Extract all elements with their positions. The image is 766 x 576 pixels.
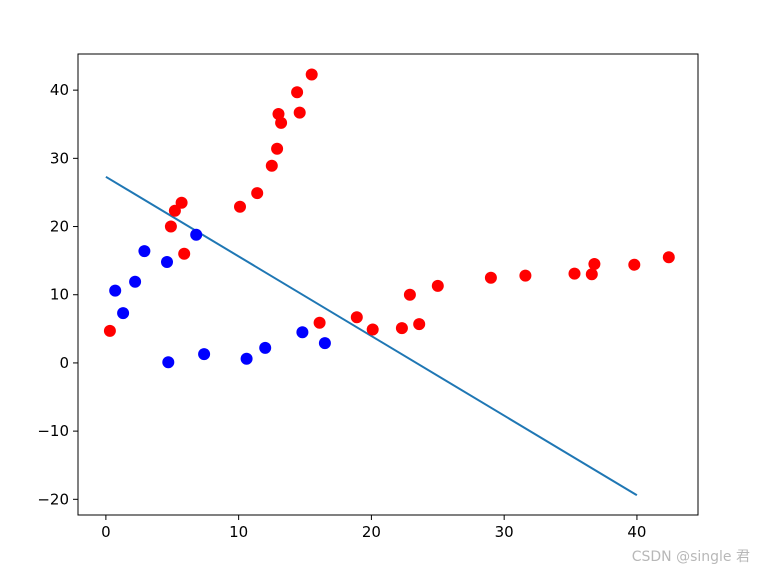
y-tick-label: 20: [50, 218, 69, 236]
y-tick-label: −20: [37, 490, 69, 508]
scatter-point-series0-19: [413, 318, 426, 331]
x-tick-label: 0: [101, 523, 111, 541]
scatter-point-series1-11: [318, 337, 331, 350]
scatter-point-series0-22: [519, 269, 532, 282]
scatter-point-series1-1: [117, 307, 130, 320]
scatter-point-series0-27: [662, 251, 675, 264]
x-tick-label: 40: [627, 523, 646, 541]
scatter-point-series0-4: [178, 247, 191, 260]
scatter-point-series0-5: [234, 200, 246, 213]
scatter-point-series1-4: [161, 256, 173, 268]
scatter-point-series0-0: [103, 324, 116, 337]
scatter-point-series0-16: [366, 323, 379, 336]
scatter-point-series0-20: [431, 279, 444, 292]
scatter-point-series0-24: [585, 268, 598, 281]
scatter-point-series0-11: [291, 86, 304, 99]
scatter-point-series0-8: [271, 142, 284, 155]
y-tick-label: 0: [59, 354, 69, 372]
scatter-point-series1-5: [162, 356, 175, 369]
scatter-point-series0-1: [164, 220, 177, 233]
x-tick-label: 30: [495, 523, 514, 541]
scatter-point-series1-9: [259, 341, 272, 354]
scatter-point-series0-17: [395, 322, 408, 335]
scatter-point-series1-6: [190, 228, 203, 241]
regression-line: [105, 175, 638, 497]
scatter-point-series1-3: [138, 245, 151, 258]
scatter-point-series0-13: [305, 68, 318, 81]
scatter-point-series0-10: [275, 116, 288, 129]
scatter-point-series0-25: [588, 258, 601, 270]
axes-frame: [77, 53, 699, 516]
y-tick-label: −10: [37, 422, 69, 440]
y-tick-label: 30: [50, 149, 69, 167]
scatter-point-series0-15: [350, 311, 363, 324]
scatter-point-series1-7: [198, 348, 211, 361]
scatter-point-series1-0: [109, 284, 122, 297]
scatter-point-series0-18: [403, 288, 416, 301]
scatter-point-series0-6: [251, 187, 264, 200]
scatter-point-series0-23: [568, 267, 581, 280]
x-tick-label: 20: [362, 523, 381, 541]
scatter-point-series1-2: [129, 275, 142, 288]
scatter-point-series0-7: [265, 159, 278, 172]
x-tick-label: 10: [229, 523, 248, 541]
watermark-text: CSDN @single 君: [631, 549, 750, 565]
scatter-point-series0-26: [628, 258, 641, 271]
scatter-point-series0-2: [168, 204, 181, 217]
scatter-point-series0-3: [175, 196, 188, 209]
scatter-point-series1-8: [240, 352, 253, 365]
scatter-point-series0-12: [293, 106, 306, 119]
scatter-point-series0-14: [313, 316, 326, 329]
y-tick-label: 10: [50, 286, 69, 304]
scatter-point-series1-10: [296, 326, 309, 339]
scatter-point-series0-21: [484, 271, 497, 284]
y-tick-label: 40: [50, 81, 69, 99]
